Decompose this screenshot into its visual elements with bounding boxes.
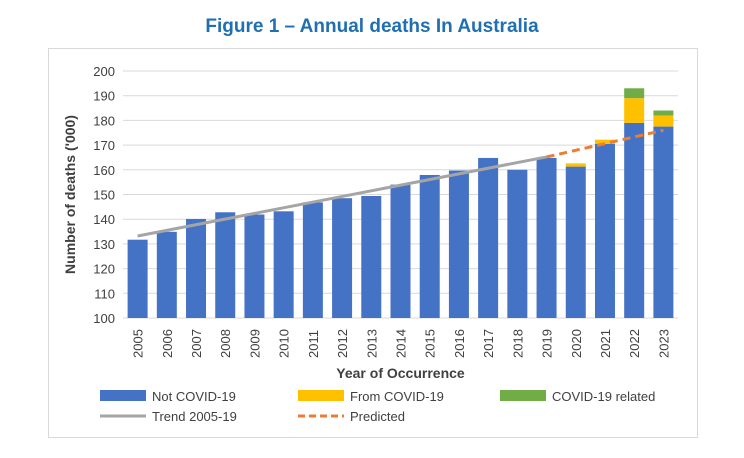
bar-from-covid-19 bbox=[653, 115, 674, 127]
bar-not-covid-19 bbox=[302, 202, 323, 318]
y-tick-label: 200 bbox=[93, 64, 115, 79]
x-tick-label: 2010 bbox=[277, 329, 292, 358]
bar-from-covid-19 bbox=[624, 98, 645, 123]
legend-label: COVID-19 related bbox=[552, 389, 655, 404]
x-tick-label: 2007 bbox=[189, 329, 204, 358]
y-tick-label: 160 bbox=[93, 163, 115, 178]
bar-from-covid-19 bbox=[594, 139, 615, 144]
y-tick-label: 180 bbox=[93, 113, 115, 128]
bar-not-covid-19 bbox=[156, 231, 177, 318]
bar-not-covid-19 bbox=[390, 184, 411, 318]
bar-not-covid-19 bbox=[273, 211, 294, 318]
x-tick-label: 2013 bbox=[364, 329, 379, 358]
line-trend-2005-19 bbox=[137, 155, 547, 238]
bar-not-covid-19 bbox=[244, 214, 265, 318]
bar-not-covid-19 bbox=[186, 218, 207, 318]
bar-not-covid-19 bbox=[419, 174, 440, 318]
bar-not-covid-19 bbox=[565, 166, 586, 318]
x-tick-label: 2017 bbox=[481, 329, 496, 358]
bar-covid-19-related bbox=[624, 88, 645, 99]
bar-not-covid-19 bbox=[361, 195, 382, 318]
y-tick-label: 130 bbox=[93, 237, 115, 252]
chart-frame bbox=[48, 48, 698, 438]
x-tick-label: 2005 bbox=[131, 329, 146, 358]
bar-from-covid-19 bbox=[565, 163, 586, 167]
y-tick-label: 100 bbox=[93, 311, 115, 326]
x-tick-label: 2015 bbox=[423, 329, 438, 358]
bar-covid-19-related bbox=[653, 110, 674, 116]
y-tick-label: 120 bbox=[93, 262, 115, 277]
x-tick-label: 2006 bbox=[160, 329, 175, 358]
legend-swatch bbox=[100, 390, 146, 401]
x-tick-label: 2011 bbox=[306, 330, 321, 358]
legend-label: From COVID-19 bbox=[350, 389, 444, 404]
legend-swatch bbox=[500, 390, 546, 401]
bar-not-covid-19 bbox=[478, 157, 499, 318]
y-tick-label: 150 bbox=[93, 188, 115, 203]
y-tick-label: 190 bbox=[93, 89, 115, 104]
y-axis-title: Number of deaths ('000) bbox=[62, 115, 78, 274]
x-tick-label: 2023 bbox=[656, 329, 671, 358]
x-tick-label: 2021 bbox=[598, 329, 613, 358]
bar-not-covid-19 bbox=[507, 169, 528, 318]
y-tick-label: 140 bbox=[93, 212, 115, 227]
x-tick-label: 2012 bbox=[335, 329, 350, 358]
x-tick-label: 2014 bbox=[394, 329, 409, 358]
y-tick-label: 170 bbox=[93, 138, 115, 153]
bar-not-covid-19 bbox=[594, 143, 615, 318]
legend-label: Trend 2005-19 bbox=[152, 409, 237, 424]
x-tick-label: 2022 bbox=[627, 329, 642, 358]
legend-swatch bbox=[298, 390, 344, 401]
chart-title: Figure 1 – Annual deaths In Australia bbox=[205, 16, 539, 37]
x-axis-title: Year of Occurrence bbox=[336, 365, 465, 381]
bar-not-covid-19 bbox=[624, 122, 645, 319]
x-tick-label: 2020 bbox=[569, 329, 584, 358]
legend-label: Predicted bbox=[350, 409, 405, 424]
legend-label: Not COVID-19 bbox=[152, 389, 236, 404]
y-tick-label: 110 bbox=[94, 286, 115, 301]
bar-not-covid-19 bbox=[332, 198, 353, 318]
x-tick-label: 2016 bbox=[452, 329, 467, 358]
bar-not-covid-19 bbox=[536, 157, 557, 318]
bar-not-covid-19 bbox=[215, 212, 236, 318]
bar-not-covid-19 bbox=[448, 170, 469, 318]
x-tick-label: 2009 bbox=[247, 329, 262, 358]
x-tick-label: 2019 bbox=[540, 329, 555, 358]
bar-not-covid-19 bbox=[127, 239, 148, 318]
x-tick-label: 2018 bbox=[510, 329, 525, 358]
x-tick-label: 2008 bbox=[218, 329, 233, 358]
line-predicted bbox=[546, 128, 664, 159]
bar-not-covid-19 bbox=[653, 126, 674, 318]
